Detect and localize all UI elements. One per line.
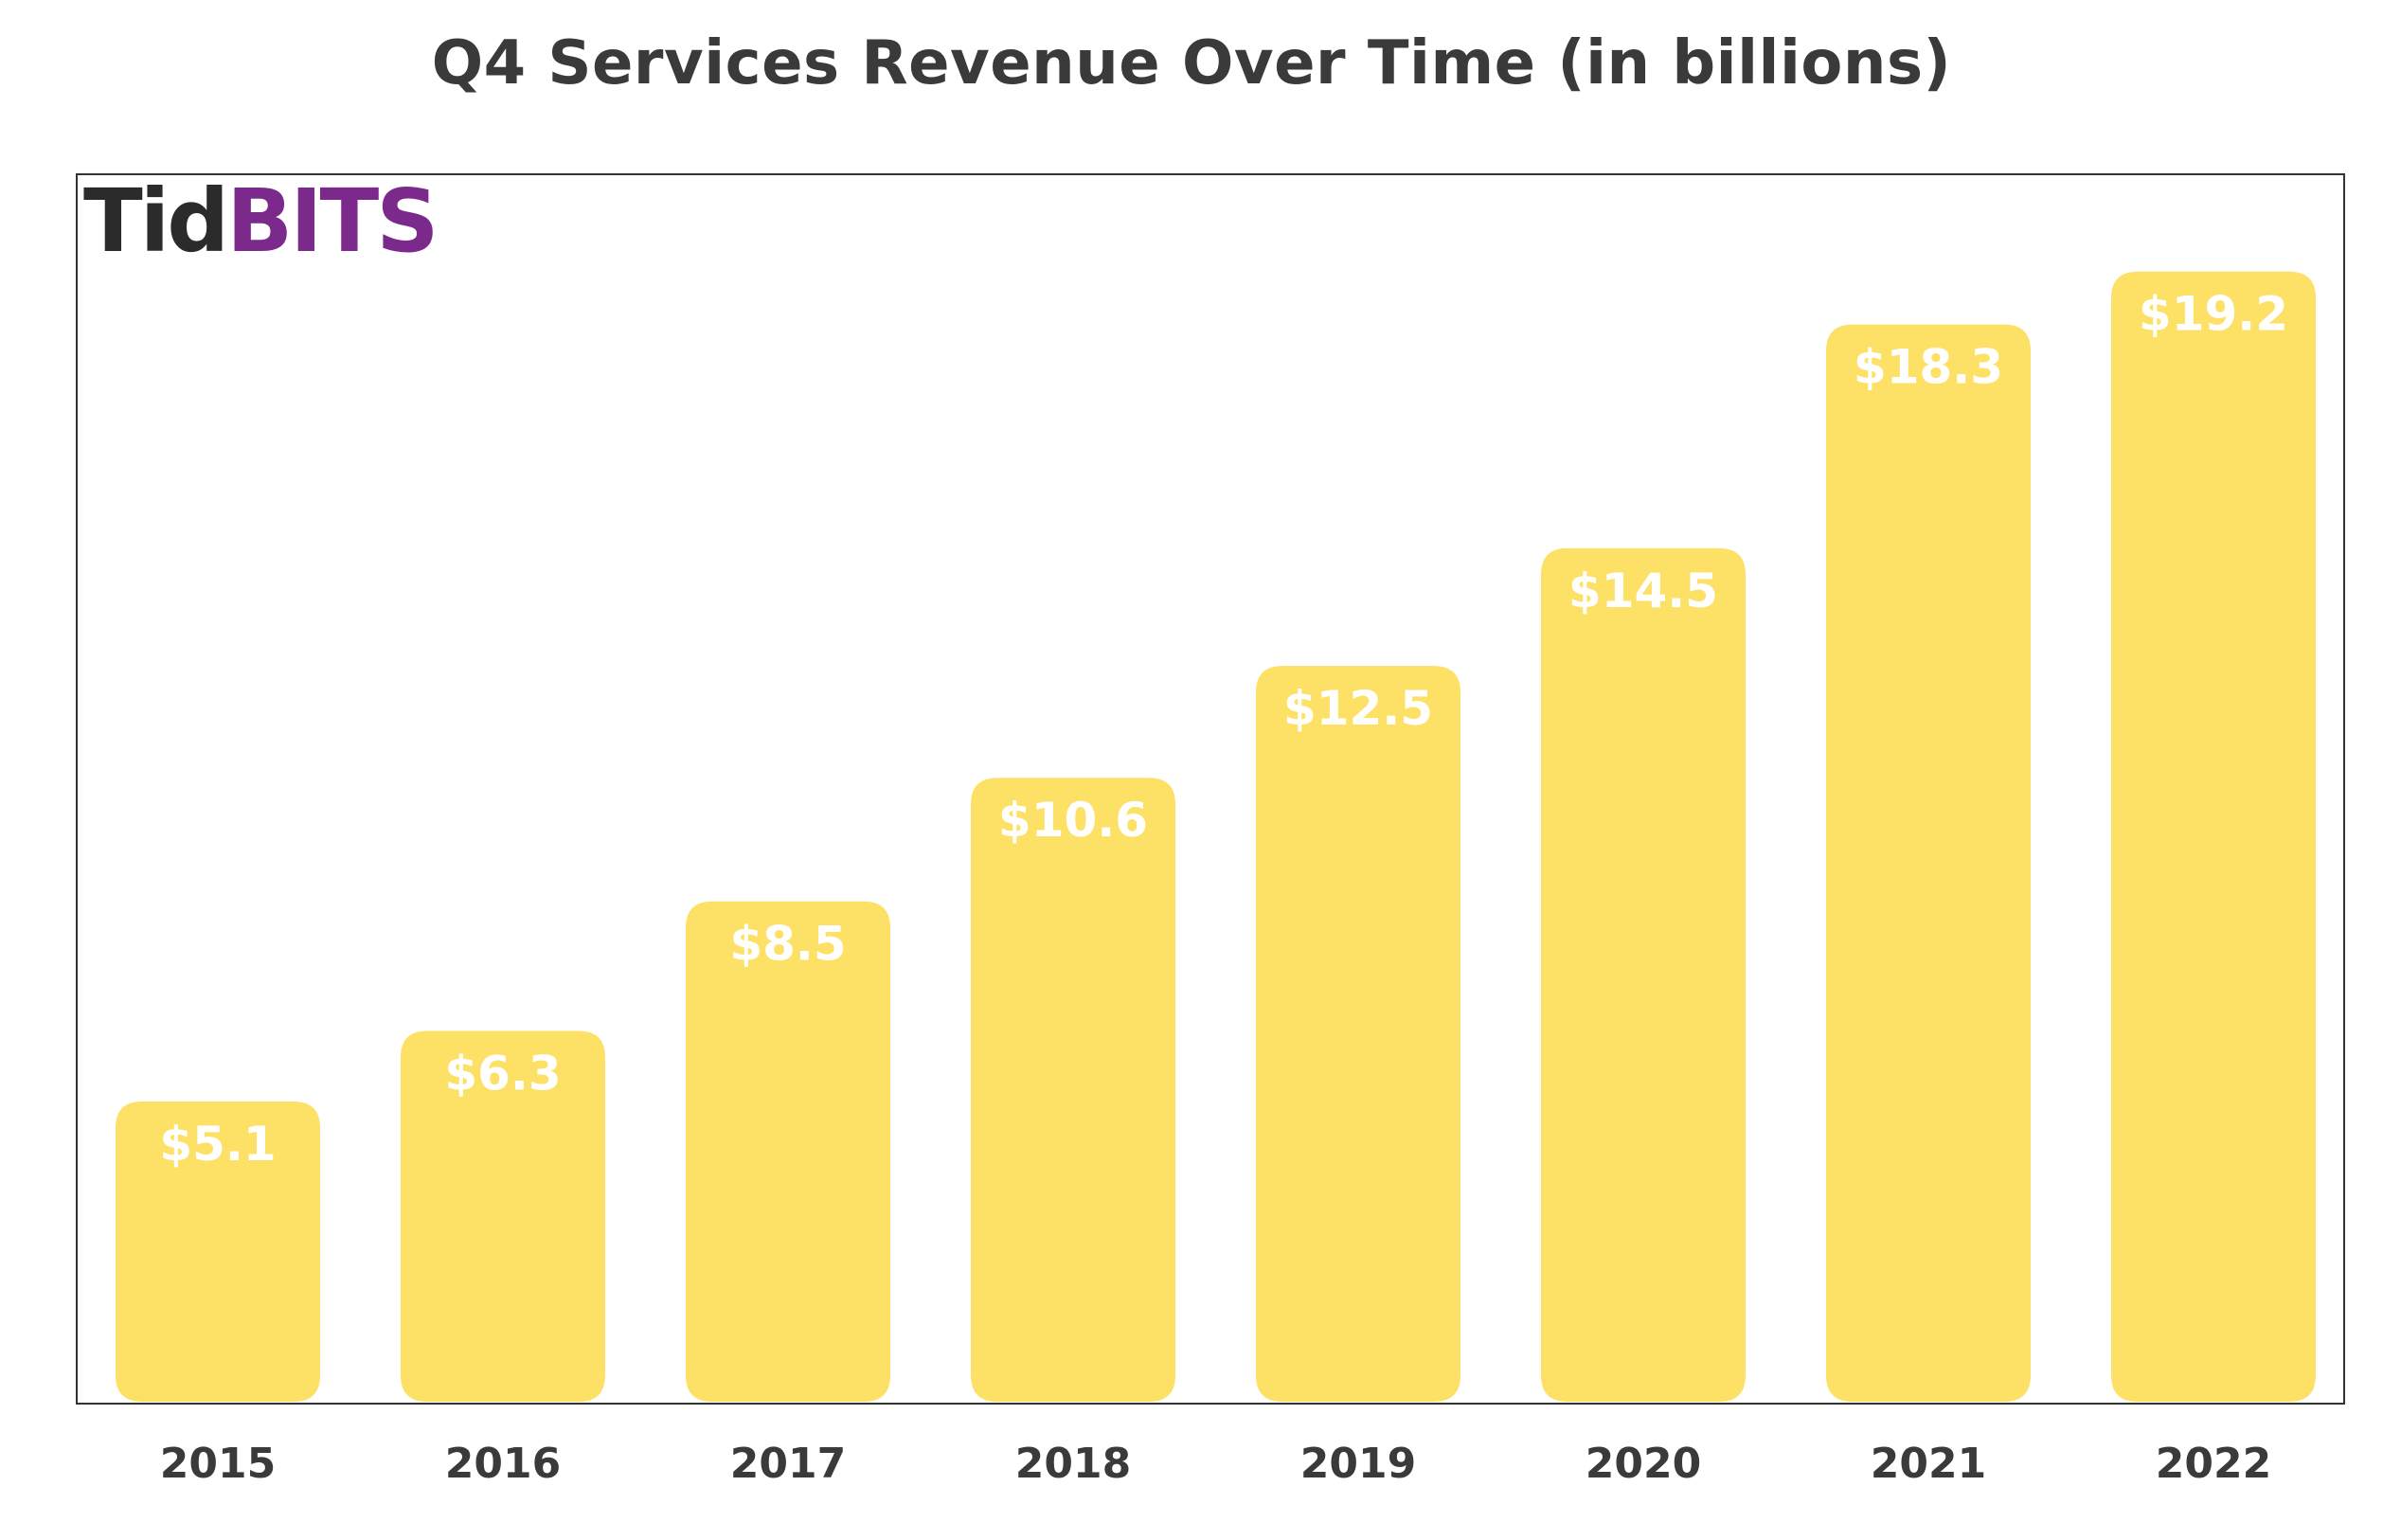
bar-2018 [971, 778, 1175, 1402]
bar-value-label-2017: $8.5 [729, 917, 846, 972]
bar-value-label-2019: $12.5 [1283, 681, 1433, 736]
x-tick-label-2021: 2021 [1871, 1440, 1986, 1488]
bar-2021 [1826, 324, 2031, 1402]
bar-value-label-2015: $5.1 [159, 1117, 276, 1172]
bar-2022 [2111, 271, 2316, 1403]
logo-text-bits: BITS [226, 170, 439, 272]
chart-frame [76, 173, 2345, 1405]
x-tick-label-2017: 2017 [730, 1440, 846, 1488]
bar-2016 [401, 1030, 605, 1402]
bar-2020 [1541, 547, 1746, 1402]
x-tick-label-2018: 2018 [1015, 1440, 1131, 1488]
tidbits-logo: TidBITS [83, 170, 439, 272]
bar-value-label-2018: $10.6 [998, 793, 1148, 848]
x-tick-label-2015: 2015 [160, 1440, 276, 1488]
x-tick-label-2020: 2020 [1586, 1440, 1701, 1488]
bar-2015 [116, 1101, 320, 1402]
x-tick-label-2016: 2016 [445, 1440, 561, 1488]
x-tick-label-2022: 2022 [2156, 1440, 2271, 1488]
logo-text-tid: Tid [83, 170, 229, 272]
bar-value-label-2020: $14.5 [1568, 564, 1718, 618]
bar-value-label-2016: $6.3 [444, 1046, 561, 1101]
bar-value-label-2022: $19.2 [2139, 287, 2288, 342]
chart-title: Q4 Services Revenue Over Time (in billio… [431, 28, 1952, 98]
bar-2019 [1256, 666, 1460, 1402]
bar-2017 [686, 901, 890, 1402]
x-tick-label-2019: 2019 [1300, 1440, 1416, 1488]
bar-value-label-2021: $18.3 [1854, 340, 2003, 395]
